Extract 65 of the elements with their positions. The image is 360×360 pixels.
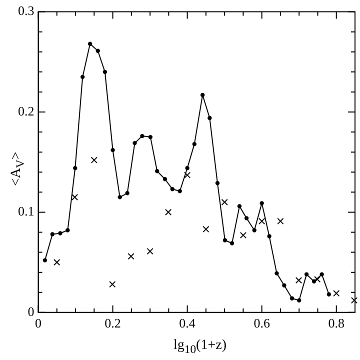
point xyxy=(118,195,122,200)
x-tick-label: 0.6 xyxy=(254,316,270,331)
point xyxy=(274,271,279,276)
point xyxy=(215,181,220,186)
point xyxy=(96,48,100,53)
point xyxy=(164,208,172,216)
point xyxy=(304,272,309,276)
point xyxy=(282,283,286,288)
point xyxy=(208,116,212,120)
point xyxy=(148,134,153,140)
point xyxy=(290,296,294,300)
point xyxy=(185,166,190,170)
point xyxy=(326,292,332,296)
point xyxy=(50,232,55,236)
point xyxy=(350,297,358,304)
point xyxy=(240,232,247,239)
point xyxy=(73,166,78,170)
point xyxy=(162,177,168,182)
point xyxy=(88,42,92,46)
point xyxy=(258,218,266,225)
point xyxy=(128,252,134,260)
point xyxy=(237,204,242,208)
point xyxy=(222,238,228,242)
y-tick-label: 0.2 xyxy=(18,103,34,118)
point xyxy=(277,218,284,225)
point xyxy=(312,279,316,284)
point xyxy=(192,142,196,146)
point xyxy=(110,148,115,152)
point xyxy=(80,74,85,80)
y-tick-label: 0.1 xyxy=(18,204,34,219)
x-tick-label: 0.8 xyxy=(328,316,344,331)
point xyxy=(66,228,70,232)
point xyxy=(42,258,48,262)
point xyxy=(267,234,272,238)
point xyxy=(102,70,108,74)
point xyxy=(140,134,144,138)
point xyxy=(90,156,98,164)
point xyxy=(200,92,205,98)
point xyxy=(155,169,160,174)
point xyxy=(314,276,321,283)
point xyxy=(54,258,60,266)
y-tick-label: 0 xyxy=(28,304,34,319)
point xyxy=(295,277,302,284)
point xyxy=(170,187,175,192)
x-tick-label: 0.2 xyxy=(104,316,121,331)
point xyxy=(71,194,78,200)
y-tick-label: 0.3 xyxy=(18,3,34,18)
x-tick-label: 0.4 xyxy=(179,316,196,331)
point xyxy=(184,172,191,178)
point xyxy=(125,191,130,196)
point xyxy=(320,272,324,276)
point xyxy=(58,231,62,236)
point xyxy=(252,228,256,232)
point xyxy=(297,298,302,302)
point xyxy=(146,248,154,255)
point xyxy=(202,226,210,233)
point xyxy=(333,290,340,297)
point xyxy=(109,281,116,288)
point xyxy=(178,189,182,194)
point xyxy=(132,140,137,146)
x-axis-title: lg$_{10}$(1+z) xyxy=(172,338,228,356)
point xyxy=(230,241,234,246)
point xyxy=(260,201,264,206)
point xyxy=(221,198,228,206)
point xyxy=(244,216,249,220)
